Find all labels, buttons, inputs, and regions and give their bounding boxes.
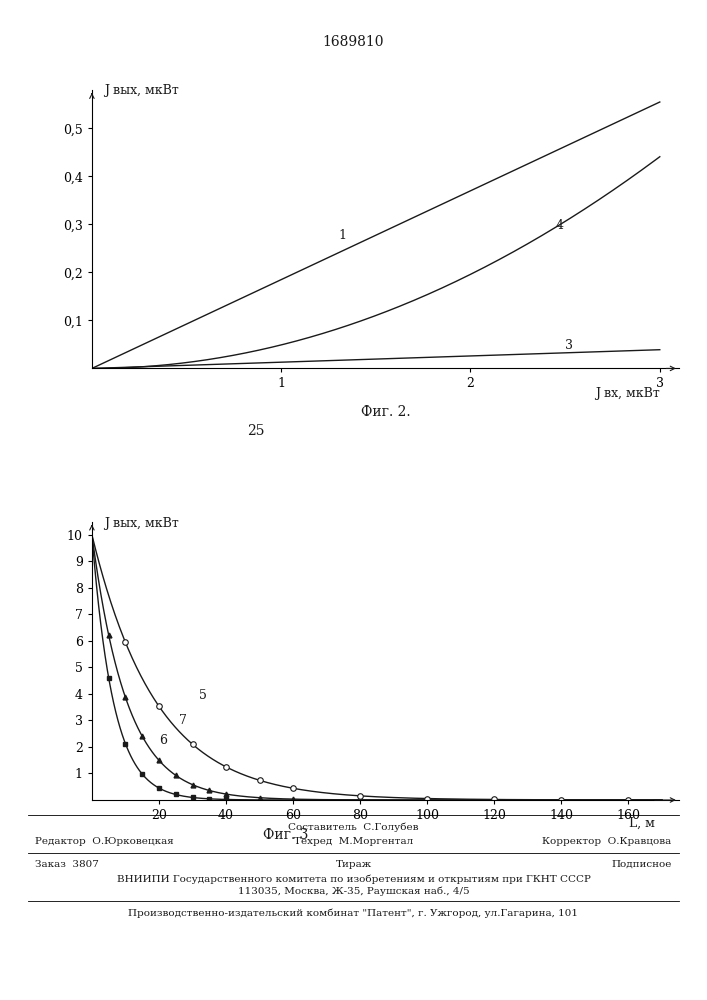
- Text: L, м: L, м: [629, 817, 655, 830]
- Text: Редактор  О.Юрковецкая: Редактор О.Юрковецкая: [35, 837, 174, 846]
- Text: 3: 3: [565, 339, 573, 352]
- Text: J вых, мкВт: J вых, мкВт: [104, 517, 178, 530]
- Text: 25: 25: [247, 424, 265, 438]
- Text: ВНИИПИ Государственного комитета по изобретениям и открытиям при ГКНТ СССР: ВНИИПИ Государственного комитета по изоб…: [117, 874, 590, 884]
- Text: Техред  М.Моргентал: Техред М.Моргентал: [294, 837, 413, 846]
- Text: 7: 7: [179, 714, 187, 727]
- Text: Составитель  С.Голубев: Составитель С.Голубев: [288, 822, 419, 832]
- Text: J вх, мкВт: J вх, мкВт: [595, 387, 660, 400]
- Text: Корректор  О.Кравцова: Корректор О.Кравцова: [542, 837, 672, 846]
- Text: Подписное: Подписное: [612, 860, 672, 869]
- Text: 6: 6: [159, 734, 167, 747]
- Text: 5: 5: [199, 689, 207, 702]
- Text: 113035, Москва, Ж-35, Раушская наб., 4/5: 113035, Москва, Ж-35, Раушская наб., 4/5: [238, 886, 469, 896]
- Text: J вых, мкВт: J вых, мкВт: [104, 84, 178, 97]
- Text: 1689810: 1689810: [323, 35, 384, 49]
- Text: Фиг. 3: Фиг. 3: [263, 828, 308, 842]
- Text: Заказ  3807: Заказ 3807: [35, 860, 99, 869]
- Text: 4: 4: [556, 219, 563, 232]
- Text: 1: 1: [338, 229, 346, 242]
- Text: Производственно-издательский комбинат "Патент", г. Ужгород, ул.Гагарина, 101: Производственно-издательский комбинат "П…: [129, 908, 578, 918]
- Text: Фиг. 2.: Фиг. 2.: [361, 405, 410, 419]
- Text: Тираж: Тираж: [335, 860, 372, 869]
